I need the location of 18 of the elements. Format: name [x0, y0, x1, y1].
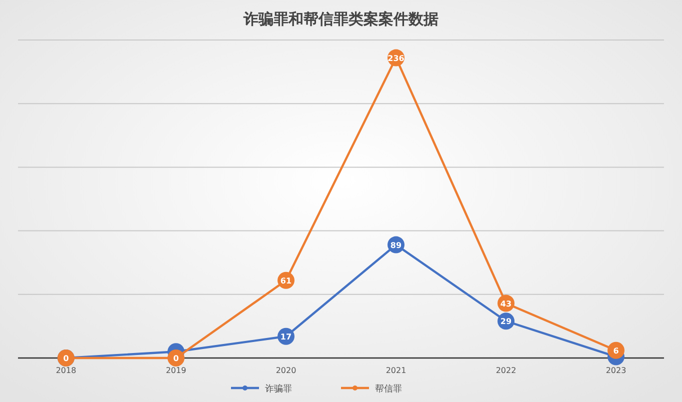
data-label: 61	[280, 276, 292, 286]
x-tick-label: 2019	[166, 366, 186, 375]
data-label: 29	[500, 317, 512, 326]
data-label: 89	[390, 240, 402, 250]
x-tick-label: 2023	[606, 366, 626, 375]
data-label: 6	[613, 346, 620, 356]
data-label: 17	[280, 332, 292, 342]
x-tick-label: 2018	[56, 366, 76, 375]
x-tick-label: 2020	[276, 366, 296, 375]
data-label: 0	[173, 354, 180, 363]
data-label: 236	[388, 54, 405, 63]
legend-label: 诈骗罪	[265, 384, 292, 394]
data-label: 0	[63, 354, 70, 363]
chart-title: 诈骗罪和帮信罪类案案件数据	[242, 10, 438, 28]
legend-label: 帮信罪	[375, 384, 402, 394]
x-tick-label: 2021	[386, 366, 406, 375]
x-tick-label: 2022	[496, 366, 516, 375]
data-label: 43	[500, 299, 512, 308]
